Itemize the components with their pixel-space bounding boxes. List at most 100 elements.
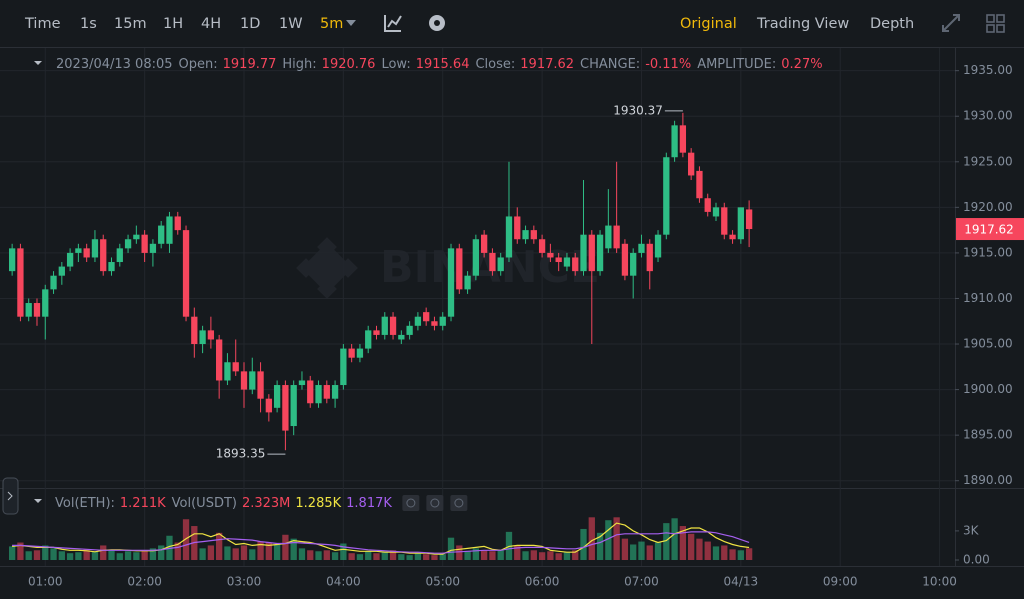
candle-body [33, 303, 41, 317]
volume-bar [638, 541, 645, 560]
volume-bar [158, 545, 165, 560]
y-tick-label: 1900.00 [963, 382, 1013, 396]
volume-bar [133, 552, 140, 560]
volume-usdt-title: Vol(USDT) [172, 496, 237, 511]
volume-info: Vol(ETH): 1.211K Vol(USDT) 2.323M 1.285K 1.81… [55, 496, 392, 511]
candle-body [174, 216, 181, 231]
dropdown-arrow[interactable] [346, 20, 356, 26]
info-value: 1920.76 [322, 57, 376, 72]
candle-body [704, 198, 711, 212]
volume-bar [58, 551, 65, 560]
logo-diamond [317, 279, 337, 299]
candle-body [315, 385, 322, 404]
interval-tab[interactable]: 1s [80, 16, 97, 32]
volume-close-icon [454, 498, 464, 508]
x-tick-label: 06:00 [525, 575, 560, 589]
candle-body [216, 339, 223, 381]
volume-eye-button[interactable] [402, 495, 420, 511]
candle-body [340, 348, 347, 386]
volume-bar [100, 545, 107, 560]
volume-bar [149, 548, 157, 560]
fullscreen-icon[interactable] [942, 14, 960, 32]
volume-bar [124, 551, 132, 560]
x-tick-label: 01:00 [28, 575, 63, 589]
candle-body [373, 330, 380, 335]
interval-tab[interactable]: 1D [240, 16, 260, 32]
candle-body [273, 385, 281, 408]
candle-body [456, 248, 463, 290]
candle-body [91, 239, 99, 258]
candle-body [580, 234, 587, 272]
volume-bar [547, 551, 554, 560]
x-tick-label: 09:00 [823, 575, 858, 589]
info-value: -0.11% [645, 57, 691, 72]
interval-tab[interactable]: 1H [163, 16, 183, 32]
indicator-icon[interactable] [384, 15, 402, 32]
y-tick-label: 1890.00 [963, 473, 1013, 487]
candle-body [712, 207, 720, 217]
candle-body [207, 330, 215, 340]
volume-bar [199, 548, 206, 560]
volume-bar [323, 550, 330, 560]
volume-close-button[interactable] [450, 495, 468, 511]
candle-body [356, 348, 364, 358]
volume-collapse-arrow[interactable] [34, 499, 42, 503]
candle-body [232, 362, 239, 372]
candle-body [25, 303, 32, 317]
min-label: 1893.35 [216, 447, 266, 461]
x-tick-label: 07:00 [624, 575, 659, 589]
candle-body [158, 225, 165, 244]
candle-body [298, 380, 306, 386]
volume-bar [240, 545, 248, 560]
volume-bar [663, 523, 670, 560]
volume-bar [290, 538, 297, 560]
candle-body [307, 380, 314, 404]
candle-body [257, 371, 264, 399]
candle-body [66, 252, 74, 267]
volume-bar [182, 519, 190, 560]
settings-icon[interactable] [429, 15, 445, 31]
volume-bar [530, 550, 537, 560]
volume-gear-button[interactable] [426, 495, 444, 511]
volume-bar [249, 549, 256, 560]
volume-bar [356, 554, 364, 560]
candle-body [530, 230, 537, 240]
candle-body [447, 248, 455, 317]
candle-body [108, 262, 115, 272]
volume-bar [572, 550, 579, 560]
candle-body [621, 243, 629, 276]
y-tick-label: 1905.00 [963, 337, 1013, 351]
volume-bar [331, 552, 339, 560]
candle-body [124, 239, 132, 249]
candle-body [423, 312, 430, 322]
interval-tab[interactable]: 1W [279, 16, 303, 32]
panel-toggle[interactable] [2, 477, 19, 515]
candle-body [265, 398, 272, 413]
view-tab[interactable]: Depth [870, 16, 914, 32]
volume-bar [721, 545, 728, 560]
collapse-arrow[interactable] [34, 61, 42, 65]
volume-bar [646, 545, 653, 560]
info-label: Low: [381, 57, 410, 72]
active-interval[interactable]: 5m [320, 16, 343, 32]
candle-body [696, 170, 703, 199]
candle-body [116, 248, 123, 263]
volume-bar [315, 551, 322, 560]
candle-body [721, 207, 728, 235]
interval-tab[interactable]: 4H [201, 16, 221, 32]
candle-body [538, 239, 546, 253]
volume-bar [538, 552, 546, 560]
interval-tab[interactable]: 15m [114, 16, 147, 32]
candle-body [671, 125, 678, 158]
candle-body [613, 225, 620, 249]
volume-bar [348, 553, 355, 560]
layout-icon[interactable] [986, 14, 1005, 33]
info-label: Open: [179, 57, 218, 72]
legend-entry: 1.817K [346, 496, 392, 511]
interval-tab[interactable]: Time [24, 16, 61, 32]
candle-body [663, 157, 670, 235]
view-tab[interactable]: Trading View [756, 16, 849, 32]
view-tab[interactable]: Original [680, 16, 737, 32]
info-label: Close: [475, 57, 515, 72]
